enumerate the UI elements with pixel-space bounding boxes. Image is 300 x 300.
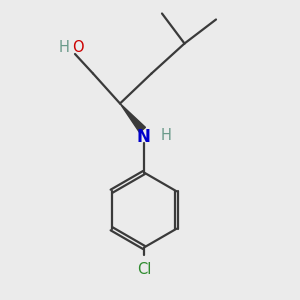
Text: O: O: [72, 40, 84, 56]
Text: H: H: [160, 128, 171, 143]
Polygon shape: [120, 103, 146, 132]
Text: H: H: [59, 40, 70, 56]
Text: Cl: Cl: [137, 262, 151, 278]
Text: N: N: [136, 128, 150, 146]
